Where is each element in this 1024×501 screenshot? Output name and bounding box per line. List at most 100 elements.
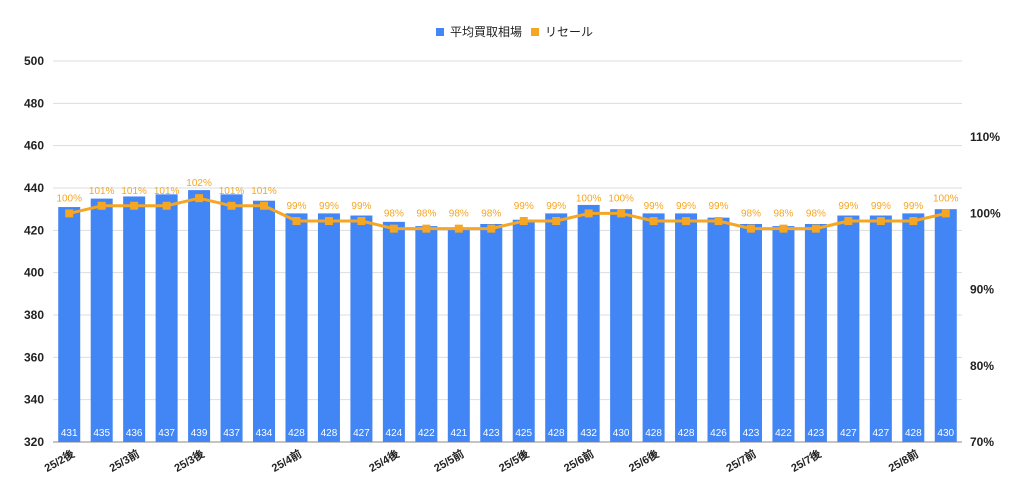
bar [58,207,81,442]
y-right-tick-label: 90% [970,283,994,297]
line-point [844,217,853,226]
line-value-label: 99% [286,201,306,212]
bar-value-label: 428 [645,428,662,439]
y-axis-left: 320 340 360 380 400 420 440 460 480 500 [24,54,44,449]
bar [934,209,957,442]
line-value-label: 99% [546,201,566,212]
bar-value-label: 430 [613,428,630,439]
line-value-label: 101% [89,186,115,197]
x-tick-label: 25/5前 [431,446,466,474]
y-axis-right: 70% 80% 90% 100% 110% [970,130,1001,449]
y-left-tick-label: 380 [24,308,44,322]
line-value-label: 101% [219,186,245,197]
y-left-tick-label: 400 [24,266,44,280]
legend-label-bar: 平均買取相場 [450,25,522,39]
line-point [162,201,171,210]
bar-value-label: 437 [158,428,175,439]
line-value-label: 99% [319,201,339,212]
bar-value-label: 428 [905,428,922,439]
bar [155,194,178,442]
line-point [941,209,950,218]
x-tick-label: 25/8前 [886,446,921,474]
bar [707,217,730,442]
legend: 平均買取相場 リセール [436,25,593,39]
line-value-labels: 100% 101% 101% 101% 102% 101% 101% 99% 99% 99% 98%… [56,178,958,219]
line-point [519,217,528,226]
bar [772,226,795,442]
y-left-tick-label: 440 [24,181,44,195]
bar [512,219,535,442]
y-left-tick-label: 480 [24,96,44,110]
line-value-label: 99% [709,201,729,212]
y-right-tick-label: 70% [970,435,994,449]
y-left-tick-label: 360 [24,350,44,364]
bar [90,198,113,442]
line-point [65,209,74,218]
line-point [324,217,333,226]
line-point [876,217,885,226]
bar-value-label: 428 [288,428,305,439]
line-value-label: 98% [384,209,404,220]
bar-value-label: 424 [386,428,403,439]
line-value-label: 99% [838,201,858,212]
bar-value-label: 425 [515,428,532,439]
bar-value-label: 422 [775,428,792,439]
line-value-label: 99% [514,201,534,212]
bar [447,228,470,442]
line-value-label: 101% [251,186,277,197]
line-value-label: 101% [154,186,180,197]
x-tick-label: 25/4前 [269,446,304,474]
x-tick-label: 25/7前 [723,446,758,474]
bar-value-label: 432 [580,428,597,439]
bar [577,204,600,442]
line-point [746,224,755,233]
line-point [227,201,236,210]
y-left-tick-label: 320 [24,435,44,449]
line-point [454,224,463,233]
bar [545,213,568,442]
bar [317,213,340,442]
line-point [487,224,496,233]
bar [675,213,698,442]
bar [253,200,276,442]
bar-value-label: 422 [418,428,435,439]
bar [610,209,633,442]
bar [804,223,827,442]
line-value-label: 98% [481,209,501,220]
bar [220,194,243,442]
line-point [811,224,820,233]
x-axis: 25/2後 25/3前 25/3後 25/4前 25/4後 25/5前 25/5後 25/6前… [42,446,921,475]
line-point [260,201,269,210]
line-value-label: 100% [576,193,602,204]
line-value-label: 98% [449,209,469,220]
line-path [68,196,947,231]
bar-value-label: 426 [710,428,727,439]
bar-value-label: 423 [808,428,825,439]
line-point [909,217,918,226]
bar [382,221,405,442]
bar-value-label: 428 [678,428,695,439]
line-point [779,224,788,233]
line-point [714,217,723,226]
y-left-tick-label: 460 [24,139,44,153]
line-value-label: 99% [676,201,696,212]
line-point [195,194,204,203]
bar-value-label: 431 [61,428,78,439]
bar [415,226,438,442]
bar-value-label: 423 [743,428,760,439]
line-value-label: 99% [871,201,891,212]
line-value-label: 100% [933,193,959,204]
bar [642,213,665,442]
line-value-label: 99% [903,201,923,212]
x-tick-label: 25/6後 [626,446,662,475]
line-value-label: 99% [644,201,664,212]
bar [188,190,211,442]
line-point [389,224,398,233]
line-point [682,217,691,226]
line-value-label: 98% [773,209,793,220]
line-value-label: 98% [806,209,826,220]
bar-value-label: 437 [223,428,240,439]
line-value-label: 100% [608,193,634,204]
